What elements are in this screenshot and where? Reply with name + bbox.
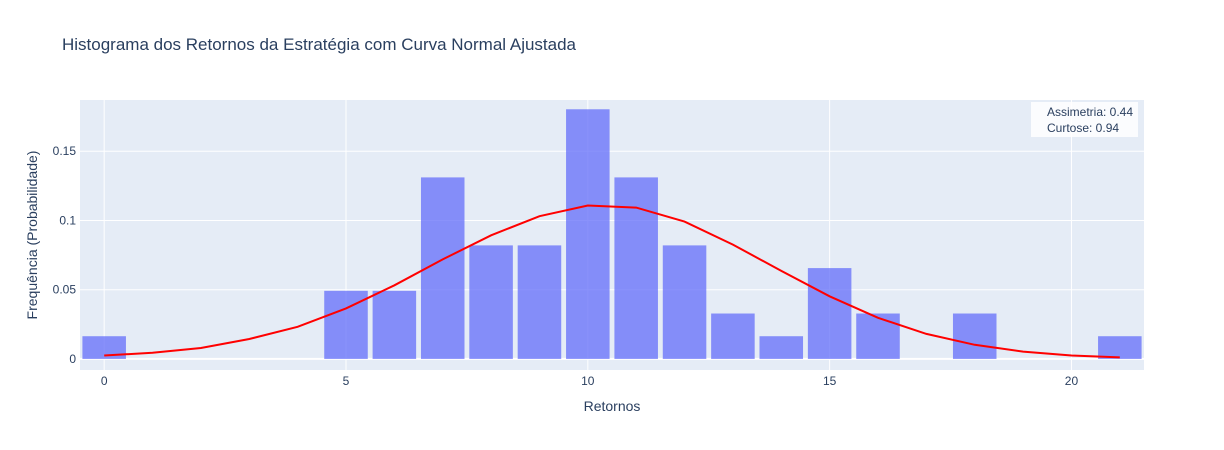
y-tick-label: 0.05 bbox=[53, 283, 77, 297]
x-tick-label: 20 bbox=[1065, 374, 1079, 388]
y-tick-label: 0.1 bbox=[59, 213, 76, 227]
histogram-bar bbox=[614, 177, 658, 359]
histogram-bar bbox=[952, 313, 997, 359]
histogram-bar bbox=[856, 313, 900, 359]
kurtosis-label: Curtose: 0.94 bbox=[1047, 121, 1119, 135]
skewness-label: Assimetria: 0.44 bbox=[1047, 105, 1133, 119]
x-axis-title: Retornos bbox=[584, 398, 641, 414]
histogram-bar bbox=[469, 245, 513, 359]
y-axis-title: Frequência (Probabilidade) bbox=[24, 151, 40, 320]
y-tick-label: 0.15 bbox=[53, 144, 77, 158]
y-tick-labels: 0 0.05 0.1 0.15 bbox=[53, 144, 77, 366]
histogram-bar bbox=[372, 290, 417, 359]
y-tick-label: 0 bbox=[69, 352, 76, 366]
x-tick-label: 5 bbox=[343, 374, 350, 388]
x-tick-label: 0 bbox=[101, 374, 108, 388]
histogram-bar bbox=[566, 109, 610, 359]
stats-annotation-box bbox=[1031, 102, 1138, 137]
stats-annotation: Assimetria: 0.44 Curtose: 0.94 bbox=[1031, 102, 1138, 137]
histogram-bar bbox=[662, 245, 707, 359]
histogram-bar bbox=[82, 336, 126, 359]
histogram-bar bbox=[711, 313, 755, 359]
x-tick-label: 15 bbox=[823, 374, 837, 388]
normal-curve bbox=[104, 204, 1120, 359]
histogram-bar bbox=[807, 268, 852, 359]
histogram-bar bbox=[1098, 336, 1142, 359]
histogram-bar bbox=[517, 245, 562, 359]
histogram-bars bbox=[82, 109, 1142, 359]
x-tick-labels: 0 5 10 15 20 bbox=[101, 374, 1079, 388]
histogram-bar bbox=[759, 336, 804, 359]
x-tick-label: 10 bbox=[581, 374, 595, 388]
chart-title: Histograma dos Retornos da Estratégia co… bbox=[62, 35, 577, 54]
